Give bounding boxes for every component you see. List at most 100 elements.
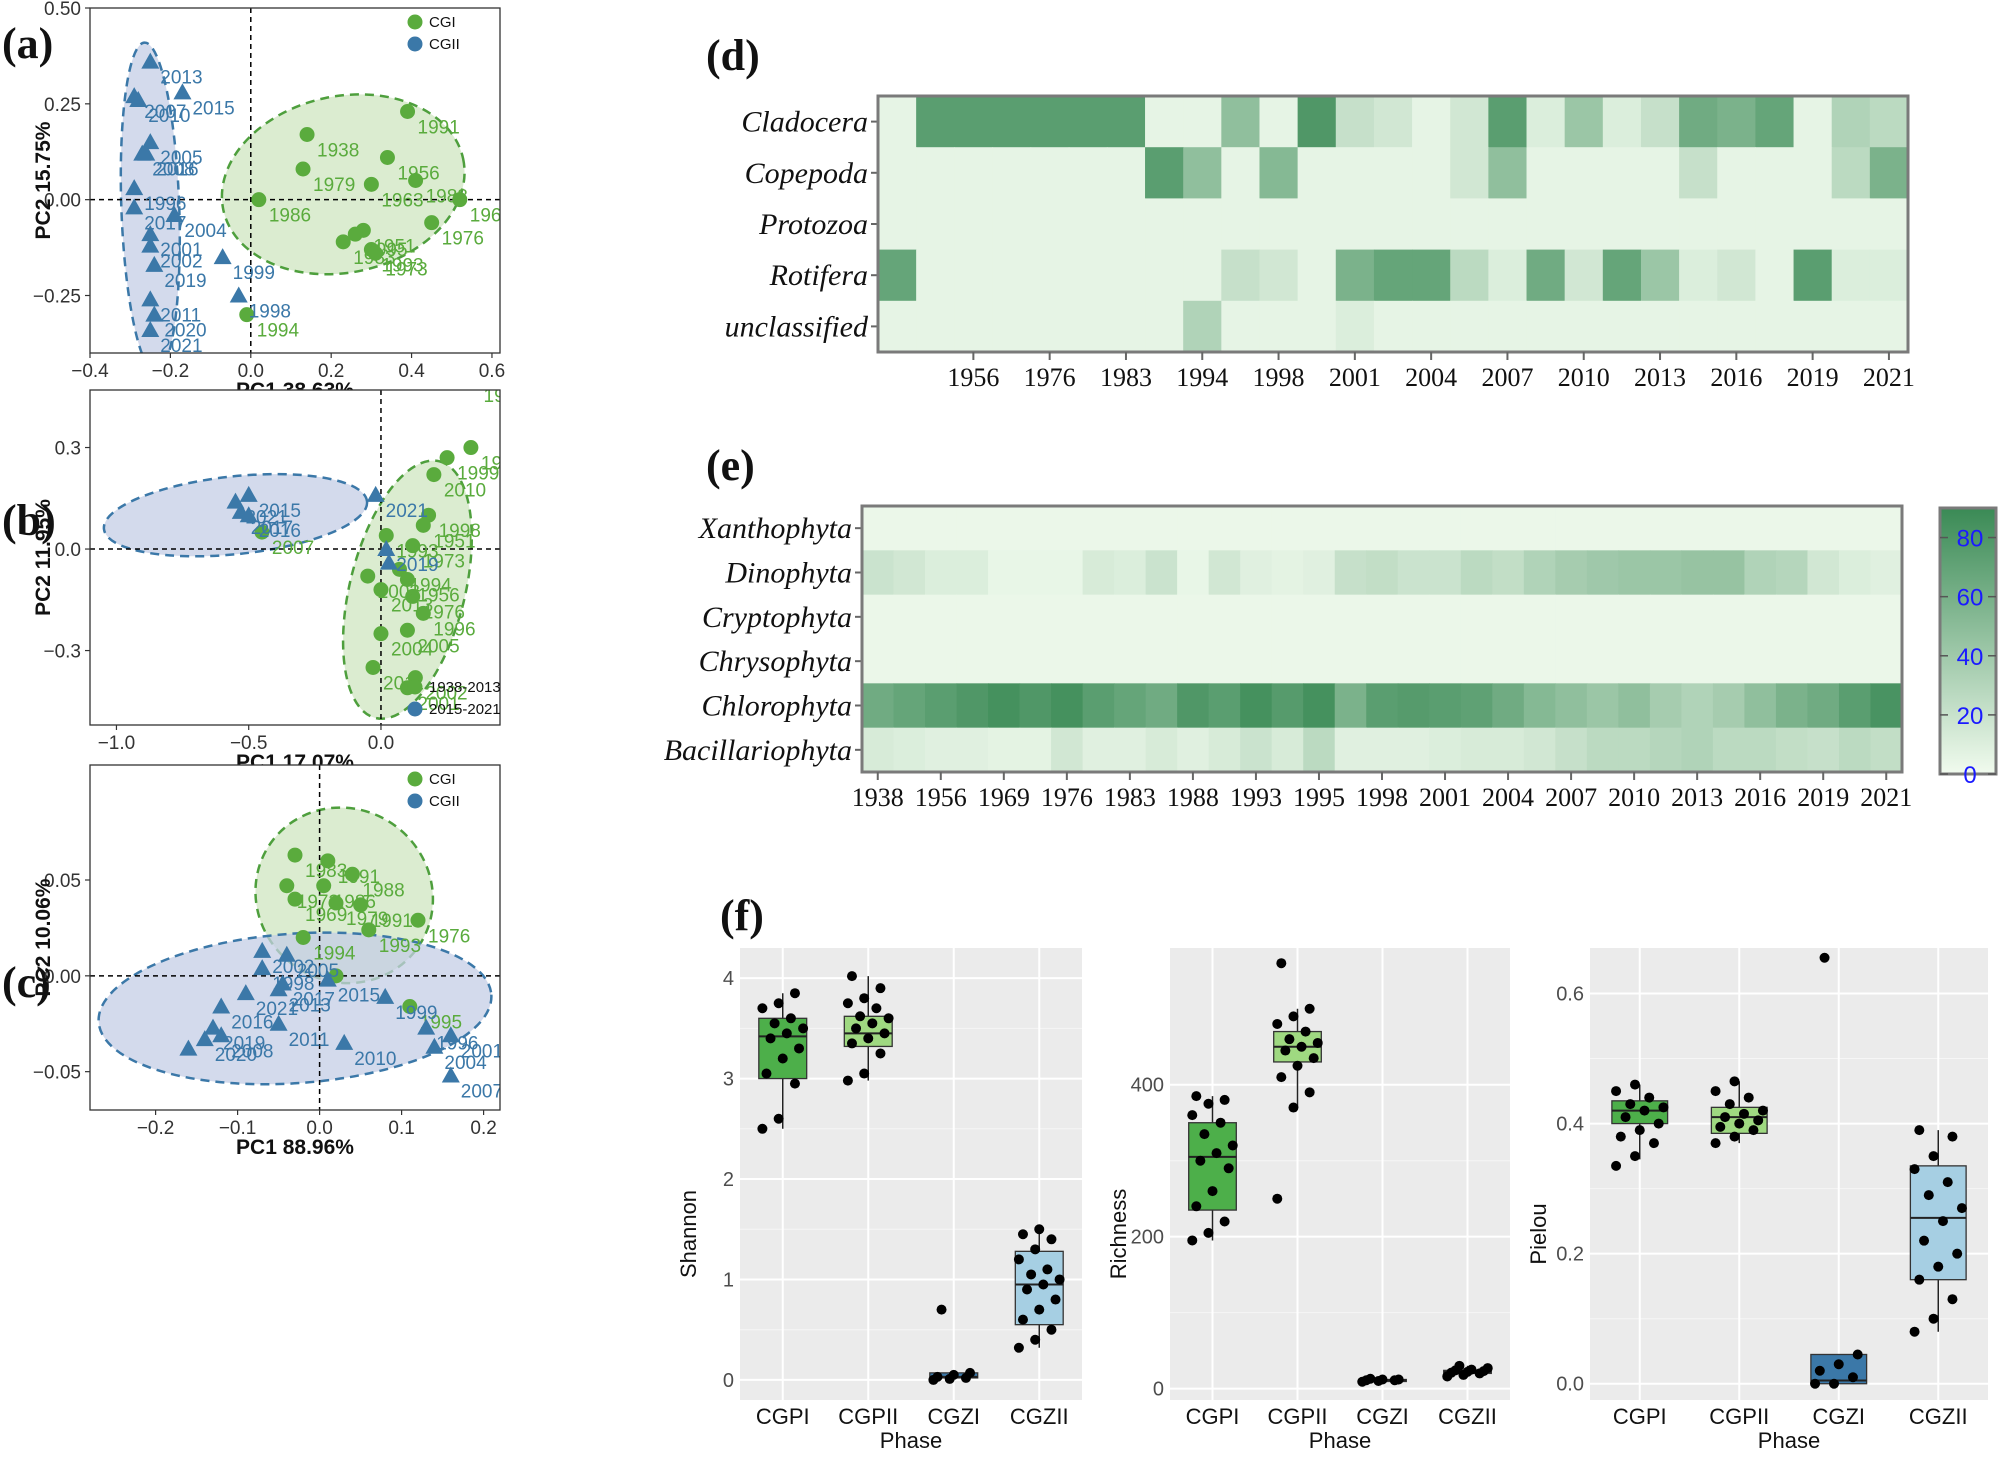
heatmap-cell bbox=[1460, 550, 1493, 596]
heatmap-cell bbox=[1450, 96, 1489, 148]
col-label: 1969 bbox=[978, 783, 1030, 812]
heatmap-cell bbox=[956, 683, 989, 729]
point-cgii bbox=[425, 1037, 444, 1054]
point-cgii bbox=[253, 959, 272, 976]
heatmap-cell bbox=[1555, 594, 1588, 640]
heatmap-cell bbox=[956, 594, 989, 640]
point-cgi bbox=[287, 847, 303, 863]
jitter-point bbox=[1219, 1094, 1230, 1105]
heatmap-cell bbox=[1145, 198, 1184, 251]
heatmap-cell bbox=[1712, 594, 1746, 640]
point-cgi bbox=[320, 853, 336, 869]
heatmap-cell bbox=[1366, 683, 1399, 729]
point-label: 1976 bbox=[428, 926, 470, 947]
jitter-point bbox=[769, 1018, 780, 1029]
point-cgi bbox=[254, 524, 270, 540]
legend-label: CGII bbox=[429, 793, 460, 810]
panel-label-b: (b) bbox=[2, 496, 56, 545]
y-tick-label: −0.25 bbox=[33, 287, 81, 308]
point-label: 1991 bbox=[371, 911, 413, 932]
heatmap-cell bbox=[1838, 683, 1872, 729]
point-label: 1983 bbox=[305, 861, 347, 882]
heatmap-cell bbox=[1870, 594, 1903, 640]
jitter-point bbox=[1030, 1334, 1041, 1345]
heatmap-cell bbox=[1082, 506, 1115, 551]
point-label: 1951 bbox=[373, 236, 415, 257]
plot-frame bbox=[89, 7, 501, 354]
point-cgii bbox=[318, 970, 337, 987]
point-label: 1999 bbox=[395, 1003, 437, 1024]
point-cgi bbox=[399, 622, 415, 638]
heatmap-cell bbox=[1640, 300, 1680, 353]
jitter-point bbox=[1017, 1314, 1028, 1325]
jitter-point bbox=[1928, 1151, 1939, 1162]
heatmap-cell bbox=[1208, 550, 1241, 596]
heatmap-cell bbox=[1030, 198, 1070, 251]
heatmap-cell bbox=[1717, 198, 1757, 251]
heatmap-cell bbox=[1019, 550, 1052, 596]
heatmap-cell bbox=[1297, 147, 1337, 199]
heatmap-cell bbox=[1450, 249, 1489, 302]
heatmap-cell bbox=[1640, 249, 1680, 302]
heatmap-cell bbox=[1526, 300, 1566, 353]
point-label: 2017 bbox=[144, 213, 186, 234]
point-label: 1999 bbox=[233, 263, 275, 284]
heatmap-cell bbox=[1793, 198, 1833, 251]
jitter-point bbox=[1928, 1313, 1939, 1324]
heatmap-cell bbox=[956, 550, 989, 596]
jitter-point bbox=[1648, 1138, 1659, 1149]
heatmap-cell bbox=[1831, 96, 1871, 148]
point-label: 2020 bbox=[215, 1045, 257, 1066]
heatmap-cell bbox=[1429, 594, 1462, 640]
x-tick-label: 0.2 bbox=[318, 361, 344, 382]
jitter-point bbox=[1947, 1294, 1958, 1305]
heatmap-cell bbox=[1412, 147, 1451, 199]
jitter-point bbox=[1365, 1373, 1376, 1384]
point-label: 2021 bbox=[160, 336, 202, 357]
y-tick-label: 0.6 bbox=[1556, 984, 1584, 1006]
heatmap-cell bbox=[1755, 96, 1795, 148]
col-label: 1994 bbox=[1176, 363, 1228, 392]
point-cgii bbox=[376, 987, 395, 1004]
heatmap-cell bbox=[1303, 594, 1336, 640]
heatmap-cell bbox=[1297, 300, 1337, 353]
heatmap-cell bbox=[1271, 594, 1304, 640]
colorbar-tick-label: 80 bbox=[1957, 526, 1984, 553]
heatmap-cell bbox=[1640, 198, 1680, 251]
heatmap-cell bbox=[1602, 147, 1642, 199]
heatmap-cell bbox=[1555, 683, 1588, 729]
point-cgii bbox=[141, 236, 160, 253]
point-cgii bbox=[145, 255, 164, 272]
heatmap-cell bbox=[1838, 639, 1872, 684]
point-cgii bbox=[141, 225, 160, 242]
jitter-point bbox=[1013, 1342, 1024, 1353]
point-cgi bbox=[378, 528, 394, 544]
heatmap-cell bbox=[1602, 96, 1642, 148]
heatmap-cell bbox=[1429, 550, 1462, 596]
heatmap-cell bbox=[1082, 727, 1115, 773]
jitter-point bbox=[1724, 1099, 1735, 1110]
x-tick-label: CGZII bbox=[1909, 1404, 1968, 1429]
x-tick-label: 0.6 bbox=[479, 361, 505, 382]
point-label: 2010 bbox=[148, 106, 190, 127]
jitter-point bbox=[1833, 1359, 1844, 1370]
point-cgii bbox=[141, 133, 160, 150]
point-cgii bbox=[366, 485, 385, 502]
heatmap-cell bbox=[1869, 300, 1909, 353]
heatmap-cell bbox=[1221, 147, 1261, 199]
jitter-point bbox=[1219, 1216, 1230, 1227]
heatmap-cell bbox=[1807, 594, 1840, 640]
heatmap-cell bbox=[1208, 594, 1241, 640]
point-label: 2013 bbox=[289, 995, 331, 1016]
jitter-point bbox=[1187, 1235, 1198, 1246]
point-label: 2017 bbox=[293, 990, 335, 1011]
heatmap-cell bbox=[1366, 594, 1399, 640]
jitter-point bbox=[1280, 1045, 1291, 1056]
heatmap-cell bbox=[1106, 96, 1146, 148]
heatmap-cell bbox=[1492, 727, 1525, 773]
y-tick-label: 4 bbox=[723, 968, 734, 990]
point-cgii bbox=[137, 144, 156, 161]
heatmap-cell bbox=[1183, 249, 1222, 302]
y-tick-label: 0.0 bbox=[1556, 1374, 1584, 1396]
